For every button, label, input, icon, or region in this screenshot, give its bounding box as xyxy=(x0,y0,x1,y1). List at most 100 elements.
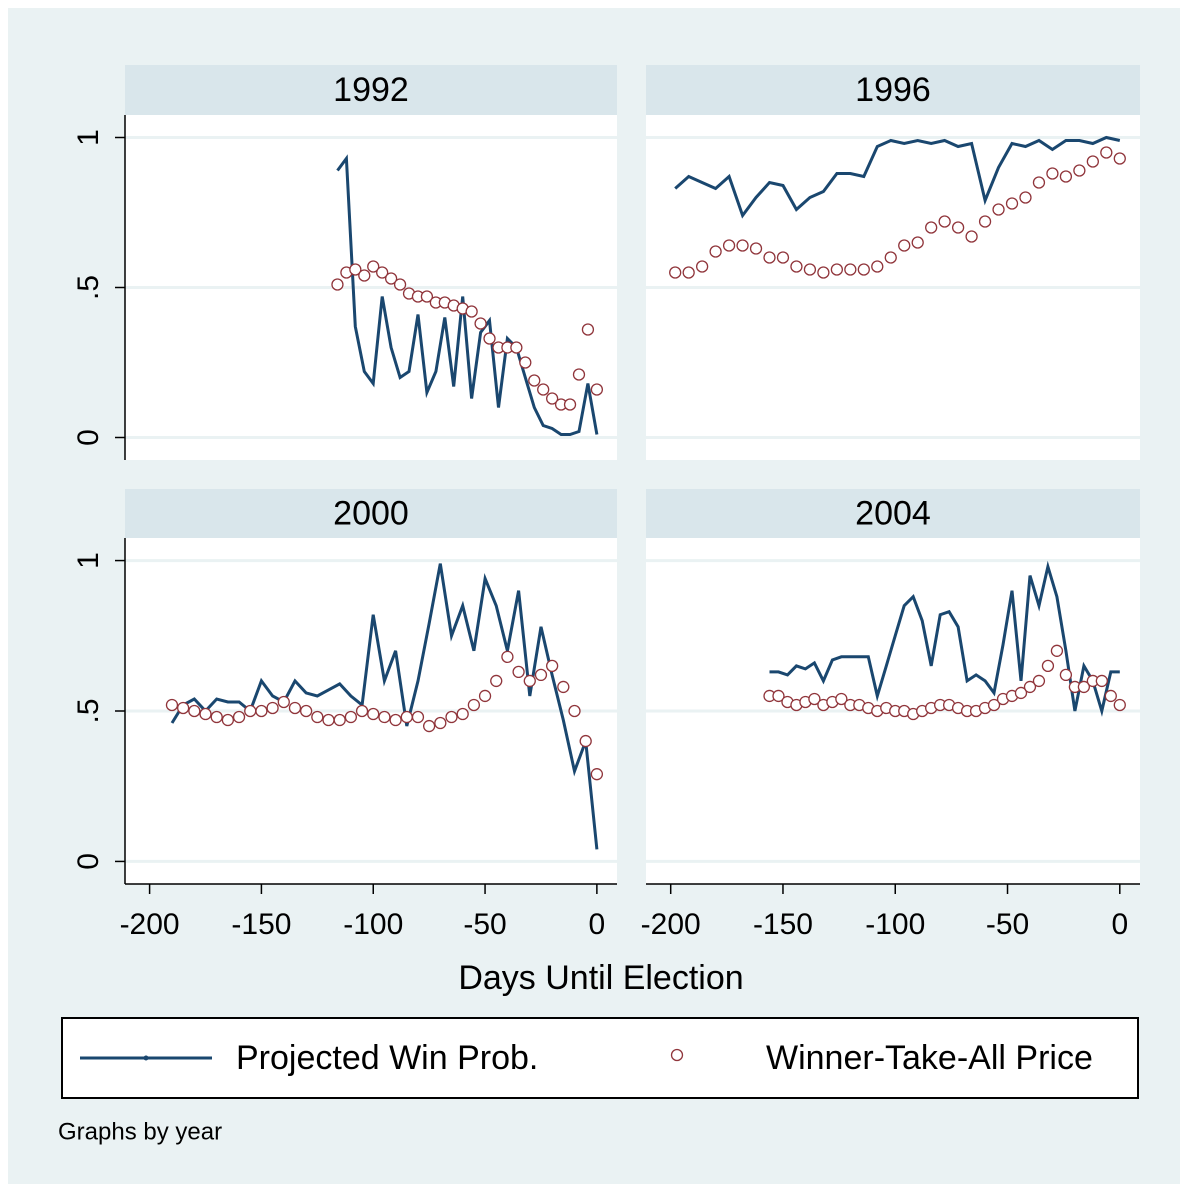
panel-title: 1992 xyxy=(333,71,409,109)
data-point xyxy=(422,719,436,733)
data-point xyxy=(221,713,235,727)
data-point xyxy=(951,221,965,234)
data-point xyxy=(1032,674,1046,688)
data-point xyxy=(557,680,570,694)
strip xyxy=(646,65,1140,115)
y-tick-label: 1 xyxy=(72,129,105,146)
data-line xyxy=(674,135,1121,219)
strip xyxy=(646,489,1140,538)
data-point xyxy=(322,713,335,727)
data-point xyxy=(467,698,481,712)
data-line xyxy=(336,154,599,436)
data-point xyxy=(803,263,817,276)
data-point xyxy=(1095,674,1108,688)
strip xyxy=(125,65,617,115)
data-point xyxy=(722,239,736,252)
data-point xyxy=(400,710,413,724)
data-point xyxy=(501,650,514,663)
panel-title: 2004 xyxy=(855,494,931,532)
data-point xyxy=(987,698,1001,712)
data-point xyxy=(1023,680,1037,694)
data-point xyxy=(434,716,447,730)
data-point xyxy=(1059,170,1073,183)
x-tick-label: -100 xyxy=(865,908,925,941)
data-point xyxy=(165,698,179,712)
data-point xyxy=(176,701,190,715)
x-tick-label: -150 xyxy=(753,908,813,941)
legend-marker xyxy=(143,1055,149,1061)
data-point xyxy=(389,713,402,727)
x-tick-label: -50 xyxy=(986,908,1029,941)
data-point xyxy=(277,695,290,709)
data-point xyxy=(830,263,844,276)
data-point xyxy=(857,263,870,276)
data-point xyxy=(478,689,492,703)
data-point xyxy=(299,704,313,718)
y-tick-label: .5 xyxy=(72,698,105,723)
data-line xyxy=(769,560,1120,717)
data-point xyxy=(568,704,581,718)
data-point xyxy=(978,215,992,228)
panel-title: 2000 xyxy=(333,494,409,532)
data-point xyxy=(695,260,709,273)
data-point xyxy=(445,710,458,724)
data-point xyxy=(736,239,749,252)
data-point xyxy=(884,251,897,264)
data-point xyxy=(344,710,358,724)
data-point xyxy=(523,674,536,688)
data-point xyxy=(776,251,790,264)
data-point xyxy=(871,260,884,273)
note: Graphs by year xyxy=(58,1118,222,1145)
data-point xyxy=(288,701,302,715)
legend-label: Projected Win Prob. xyxy=(236,1039,538,1077)
data-point xyxy=(1104,689,1117,703)
data-point xyxy=(266,701,279,715)
data-point xyxy=(763,251,776,264)
data-point xyxy=(1046,167,1059,180)
data-point xyxy=(817,266,830,279)
y-tick-label: 0 xyxy=(72,853,105,870)
x-tick-label: 0 xyxy=(589,908,606,941)
data-point xyxy=(1073,164,1086,177)
data-point xyxy=(911,236,924,249)
data-point xyxy=(898,239,911,252)
x-tick-label: -50 xyxy=(463,908,506,941)
data-point xyxy=(590,383,604,396)
data-point xyxy=(528,374,541,387)
data-point xyxy=(938,215,951,228)
data-point xyxy=(590,768,604,781)
y-tick-label: 1 xyxy=(72,552,105,569)
data-point xyxy=(1113,152,1126,165)
data-point xyxy=(232,710,246,724)
data-point xyxy=(835,692,848,706)
x-tick-label: -100 xyxy=(343,908,403,941)
data-point xyxy=(355,704,369,718)
data-point xyxy=(709,245,722,258)
data-point xyxy=(545,659,559,673)
data-point xyxy=(808,692,821,706)
data-point xyxy=(378,710,391,724)
strip xyxy=(125,489,617,538)
data-point xyxy=(925,221,938,234)
data-point xyxy=(749,242,763,255)
x-tick-label: -200 xyxy=(120,908,180,941)
data-point xyxy=(992,203,1005,216)
data-point xyxy=(1041,659,1055,673)
data-point xyxy=(545,392,559,405)
legend xyxy=(61,1017,1139,1099)
data-point xyxy=(1050,644,1064,657)
data-point xyxy=(519,356,532,369)
data-point xyxy=(682,266,695,279)
data-point xyxy=(1014,686,1028,700)
data-point xyxy=(772,689,785,703)
data-point xyxy=(510,341,523,354)
data-point xyxy=(333,713,346,727)
data-point xyxy=(411,710,425,724)
data-point xyxy=(483,332,496,345)
x-tick-label: 0 xyxy=(1111,908,1128,941)
data-point xyxy=(965,230,978,243)
data-point xyxy=(1032,176,1046,189)
data-point xyxy=(537,383,550,396)
data-point xyxy=(367,260,380,273)
data-point xyxy=(1100,146,1113,159)
